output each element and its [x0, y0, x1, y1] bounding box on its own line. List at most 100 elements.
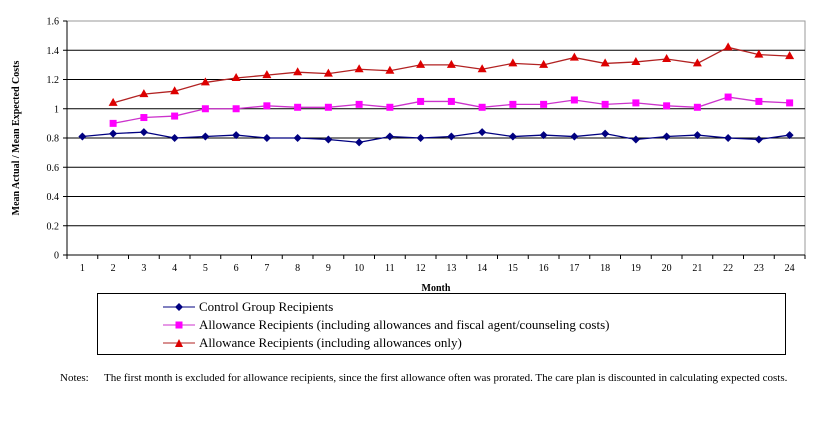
- x-tick-label: 2: [111, 263, 116, 274]
- legend-item-control: Control Group Recipients: [163, 298, 333, 316]
- data-point: [416, 134, 425, 142]
- data-point: [232, 131, 241, 140]
- x-tick-label: 9: [326, 263, 331, 274]
- data-point: [754, 135, 763, 144]
- notes-text: The first month is excluded for allowanc…: [104, 372, 788, 384]
- y-tick-label: 1: [54, 104, 59, 115]
- data-point: [508, 132, 517, 141]
- data-point: [386, 103, 394, 111]
- data-point: [109, 129, 118, 138]
- x-tick-label: 17: [569, 263, 579, 274]
- x-tick-label: 1: [80, 263, 85, 274]
- x-tick-label: 15: [508, 263, 518, 274]
- data-point: [569, 52, 579, 61]
- data-point: [570, 132, 579, 141]
- data-point: [416, 59, 426, 68]
- data-point: [293, 67, 303, 76]
- series-line: [112, 46, 790, 104]
- x-tick-label: 20: [662, 263, 672, 274]
- x-axis-ticks: 1 2 3 4 5 6 7 8 9 10 11 12 13 14 15 16 17 18 19 20 21 22 23 24: [66, 255, 806, 274]
- data-point: [447, 97, 455, 105]
- data-point: [200, 77, 210, 86]
- data-point: [785, 131, 794, 140]
- legend-item-allowance-only: Allowance Recipients (including allowanc…: [163, 334, 462, 352]
- x-tick-label: 13: [446, 263, 456, 274]
- series-3: [108, 42, 795, 106]
- y-tick-label: 1.4: [47, 46, 60, 57]
- data-point: [170, 134, 179, 142]
- data-point: [663, 102, 671, 110]
- data-point: [478, 128, 487, 137]
- data-point: [693, 131, 702, 140]
- data-point: [324, 135, 333, 144]
- data-point: [447, 132, 456, 141]
- y-axis-ticks: 0 0.2 0.4 0.6 0.8 1 1.2 1.4 1.6: [47, 17, 60, 262]
- data-point: [724, 93, 732, 101]
- x-tick-label: 5: [203, 263, 208, 274]
- data-point: [78, 132, 87, 141]
- data-point: [692, 58, 702, 67]
- data-point: [201, 132, 210, 141]
- data-point: [631, 135, 640, 144]
- data-point: [140, 114, 148, 122]
- data-point: [263, 102, 271, 110]
- data-point: [231, 73, 241, 82]
- x-tick-label: 14: [477, 263, 487, 274]
- triangle-marker-icon: [163, 339, 195, 347]
- y-tick-label: 0.8: [47, 134, 60, 145]
- data-point: [539, 131, 548, 140]
- line-chart: 00.20.40.60.811.21.41.6 1 2 3 4 5 6 7 8 9 10 11 12 1…: [11, 17, 806, 294]
- data-point: [662, 132, 671, 141]
- x-tick-label: 19: [631, 263, 641, 274]
- data-point: [478, 103, 486, 111]
- legend-label: Allowance Recipients (including allowanc…: [199, 317, 610, 332]
- data-point: [171, 112, 179, 120]
- y-tick-label: 1.6: [47, 17, 60, 28]
- y-tick-label: 1.2: [47, 75, 60, 86]
- series-2: [109, 93, 794, 127]
- data-point: [540, 100, 548, 108]
- x-tick-label: 16: [539, 263, 549, 274]
- x-tick-label: 23: [754, 263, 764, 274]
- data-point: [385, 65, 395, 74]
- x-tick-label: 8: [295, 263, 300, 274]
- y-tick-label: 0.6: [47, 163, 60, 174]
- x-tick-label: 4: [172, 263, 177, 274]
- data-point: [755, 97, 763, 105]
- data-point: [324, 103, 332, 111]
- x-tick-label: 10: [354, 263, 364, 274]
- data-point: [232, 105, 240, 113]
- square-marker-icon: [163, 321, 195, 329]
- data-point: [508, 58, 518, 67]
- data-point: [355, 138, 364, 147]
- data-point: [785, 51, 795, 60]
- y-tick-label: 0.4: [47, 192, 60, 203]
- data-point: [693, 103, 701, 111]
- data-point: [662, 54, 672, 63]
- data-point: [109, 119, 117, 127]
- x-tick-label: 3: [141, 263, 146, 274]
- data-point: [262, 70, 272, 79]
- data-point: [601, 129, 610, 138]
- data-point: [170, 86, 180, 95]
- data-point: [631, 56, 641, 65]
- legend: Control Group Recipients Allowance Recip…: [97, 293, 786, 355]
- data-point: [355, 100, 363, 108]
- legend-label: Allowance Recipients (including allowanc…: [199, 335, 462, 350]
- x-tick-label: 11: [385, 263, 395, 274]
- data-point: [354, 64, 364, 73]
- series-group: [78, 42, 795, 147]
- data-point: [139, 128, 148, 137]
- data-point: [323, 68, 333, 77]
- x-tick-label: 7: [264, 263, 269, 274]
- data-point: [786, 99, 794, 107]
- data-point: [201, 105, 209, 113]
- data-point: [108, 97, 118, 106]
- y-tick-label: 0: [54, 251, 59, 262]
- data-point: [446, 59, 456, 68]
- notes-label: Notes:: [60, 372, 89, 384]
- data-point: [293, 134, 302, 142]
- series-line: [82, 131, 790, 144]
- data-point: [139, 89, 149, 98]
- data-point: [417, 97, 425, 105]
